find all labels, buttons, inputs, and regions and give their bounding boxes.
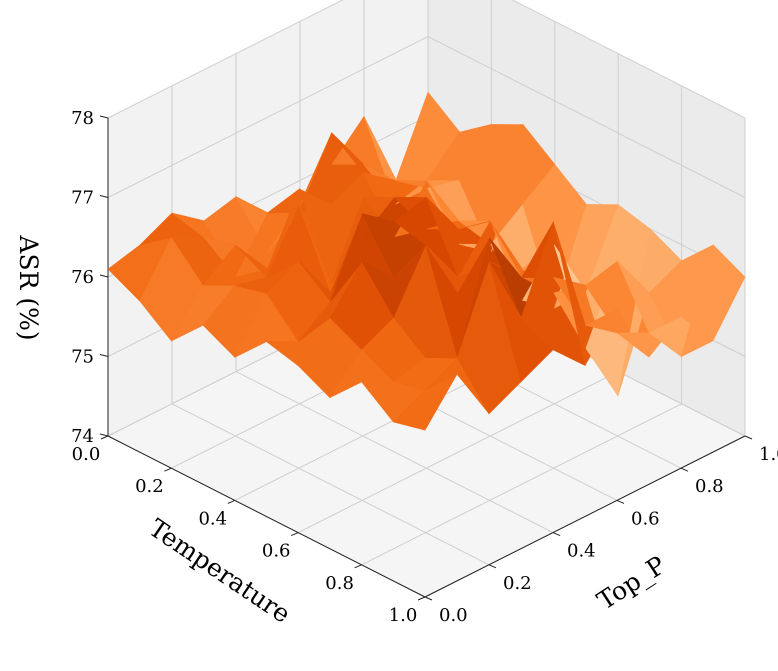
y-tick-0 [424,596,433,601]
y-axis-title: Top_P [592,550,671,615]
y-tick-label-5: 1.0 [759,444,778,465]
x-tick-label-1: 0.2 [135,476,164,497]
y-tick-label-3: 0.6 [631,508,660,529]
y-tick-3 [616,499,625,504]
y-tick-5 [744,435,753,440]
x-tick-5 [417,596,426,601]
y-tick-label-4: 0.8 [695,476,724,497]
y-tick-label-1: 0.2 [503,573,532,594]
x-tick-label-2: 0.4 [198,508,227,529]
surface-plot [107,91,746,431]
x-axis-title: Temperature [144,513,296,629]
z-axis-title: ASR (%) [14,234,43,340]
y-tick-4 [680,467,689,472]
z-tick-label-3: 77 [71,188,94,209]
y-tick-2 [552,532,561,537]
surface-cell-9-9 [680,244,746,358]
z-tick-label-4: 78 [71,108,94,129]
x-tick-0 [100,435,109,440]
y-tick-label-2: 0.4 [567,541,596,562]
grid-line-z-3 [107,35,746,198]
x-tick-4 [354,564,362,569]
z-tick-label-2: 76 [71,267,94,288]
tick-labels: 0.0 0.2 0.4 0.6 0.8 1.0 0.0 0.2 0.4 0.6 0.8 1.0 74 75… [71,108,778,626]
y-tick-label-0: 0.0 [439,605,468,626]
z-tick-2 [99,274,109,278]
x-tick-2 [227,499,235,504]
z-tick-3 [99,195,109,198]
grid-line-z-4 [107,0,746,119]
z-tick-1 [99,354,109,357]
x-tick-label-5: 1.0 [389,605,418,626]
y-tick-1 [488,564,497,569]
x-tick-label-3: 0.6 [262,541,291,562]
z-tick-label-0: 74 [71,426,94,447]
z-tick-label-1: 75 [71,347,94,368]
z-tick-4 [99,115,109,119]
tick-marks [99,115,753,601]
z-tick-0 [99,433,109,437]
x-axis-line [107,435,426,598]
x-tick-label-0: 0.0 [72,444,101,465]
x-tick-3 [291,532,299,537]
x-tick-label-4: 0.8 [325,573,354,594]
x-tick-1 [164,467,172,472]
y-axis-line [424,435,746,598]
